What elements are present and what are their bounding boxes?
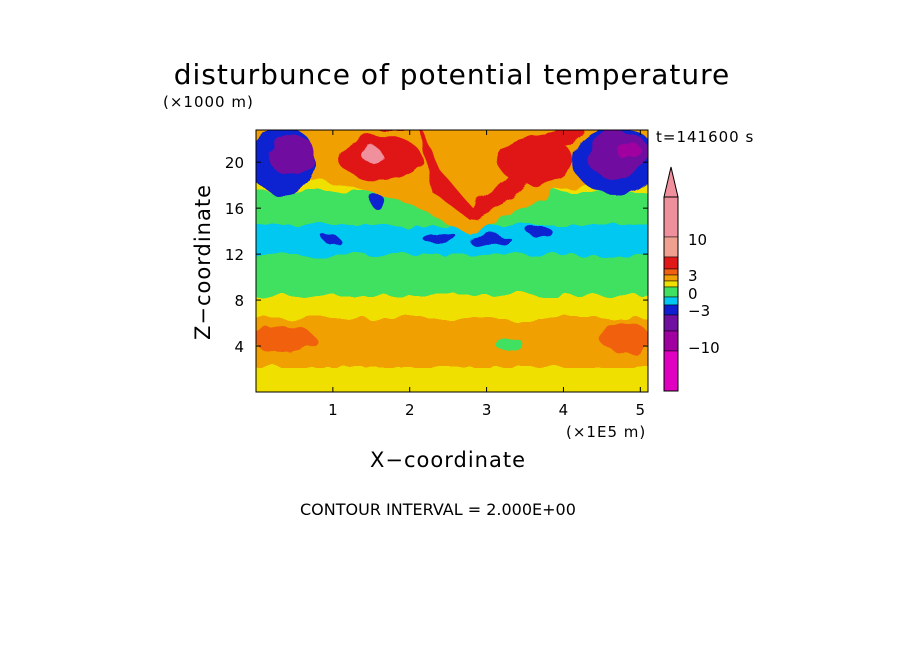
chart-title: disturbunce of potential temperature xyxy=(173,58,731,91)
colorbar-segment xyxy=(663,236,679,258)
colorbar-segment xyxy=(663,196,679,238)
heatmap-field xyxy=(256,130,648,392)
y-tick-label: 16 xyxy=(225,200,244,218)
blob-red-right xyxy=(497,136,573,184)
time-label: t=141600 s xyxy=(656,128,755,146)
colorbar-segment xyxy=(663,256,679,270)
blob-pink xyxy=(362,147,382,163)
band-orange-lower xyxy=(256,318,648,368)
streak-blue-5 xyxy=(324,236,340,244)
y-tick-label: 8 xyxy=(234,292,244,310)
colorbar-segment xyxy=(663,268,679,276)
y-axis-label: Z−coordinate xyxy=(191,184,215,340)
blob-purple-right xyxy=(586,131,648,179)
colorbar-label: 3 xyxy=(688,267,698,285)
colorbar-label: −10 xyxy=(688,339,720,357)
colorbar-label: −3 xyxy=(688,302,710,320)
x-tick-label: 4 xyxy=(559,401,569,419)
colorbar-segment xyxy=(663,280,679,288)
colorbar-segment xyxy=(663,274,679,282)
plot-frame xyxy=(255,129,649,393)
y-tick-label: 4 xyxy=(234,338,244,356)
colorbar-label: 0 xyxy=(688,285,698,303)
colorbar-segment xyxy=(663,286,679,298)
blob-magenta-right xyxy=(616,141,640,159)
blob-purple-left xyxy=(268,135,316,175)
colorbar-arrow xyxy=(663,166,679,198)
x-tick-label: 5 xyxy=(636,401,646,419)
speck-green xyxy=(496,339,524,351)
streak-blue-2 xyxy=(468,235,512,245)
colorbar-label: 10 xyxy=(688,231,707,249)
colorbar-segment xyxy=(663,314,679,332)
colorbar: 10 30−3 −10 xyxy=(663,166,720,392)
y-tick-label: 12 xyxy=(225,246,244,264)
y-tick-label: 20 xyxy=(225,154,244,172)
colorbar-segment xyxy=(663,330,679,352)
y-axis-unit: (×1000 m) xyxy=(163,93,254,111)
streak-blue-4 xyxy=(372,194,384,210)
x-tick-label: 1 xyxy=(328,401,338,419)
blob-darkorange-left xyxy=(256,326,315,354)
colorbar-segment xyxy=(663,304,679,316)
blob-darkorange-right xyxy=(601,322,648,354)
x-axis-unit: (×1E5 m) xyxy=(566,423,647,441)
band-yellow-mid xyxy=(256,292,648,318)
colorbar-segment xyxy=(663,350,679,392)
colorbar-border xyxy=(663,196,679,392)
contour-interval-note: CONTOUR INTERVAL = 2.000E+00 xyxy=(300,500,576,519)
streak-blue-1 xyxy=(422,233,458,243)
x-tick-label: 2 xyxy=(405,401,415,419)
colorbar-segment xyxy=(663,296,679,306)
x-axis-label: X−coordinate xyxy=(370,448,526,472)
x-tick-label: 3 xyxy=(482,401,492,419)
streak-blue-3 xyxy=(528,226,552,238)
